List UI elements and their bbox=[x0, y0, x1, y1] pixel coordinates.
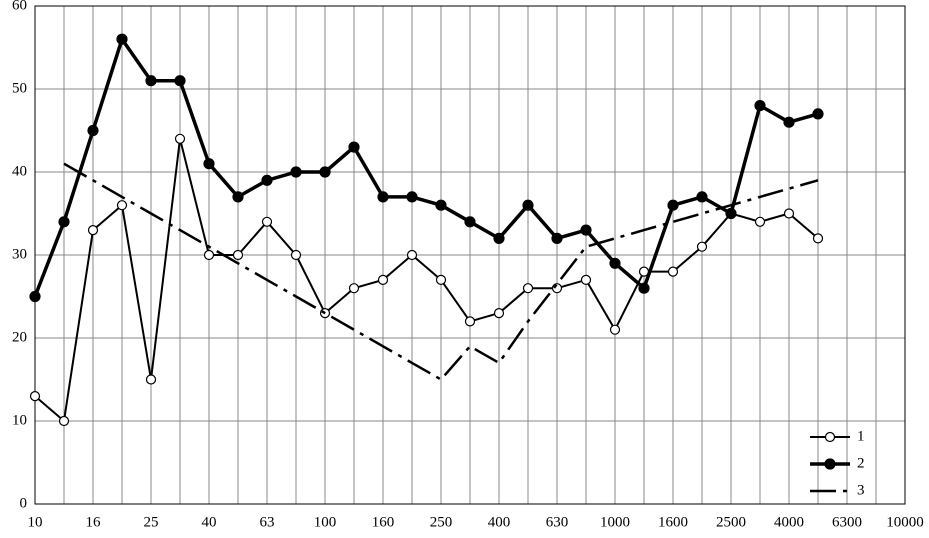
x-tick-label: 16 bbox=[86, 514, 102, 530]
marker bbox=[348, 141, 360, 153]
marker bbox=[319, 166, 331, 178]
marker bbox=[493, 308, 505, 319]
marker bbox=[232, 191, 244, 203]
x-tick-label: 63 bbox=[260, 514, 275, 530]
marker bbox=[348, 283, 360, 294]
marker bbox=[464, 316, 476, 327]
marker bbox=[464, 216, 476, 228]
x-tick-label: 10 bbox=[28, 514, 43, 530]
marker bbox=[580, 224, 592, 236]
x-tick-label: 1600 bbox=[658, 514, 688, 530]
series-line bbox=[33, 37, 819, 298]
x-tick-label: 1000 bbox=[600, 514, 630, 530]
marker bbox=[551, 283, 563, 294]
marker bbox=[116, 33, 128, 45]
marker bbox=[145, 374, 157, 385]
x-tick-label: 630 bbox=[546, 514, 569, 530]
y-tick-label: 40 bbox=[12, 163, 27, 179]
marker bbox=[522, 283, 534, 294]
y-tick-label: 10 bbox=[12, 412, 27, 428]
x-tick-label: 2500 bbox=[716, 514, 746, 530]
series-line bbox=[63, 162, 819, 381]
x-tick-label: 160 bbox=[372, 514, 395, 530]
marker bbox=[812, 233, 824, 244]
marker bbox=[377, 191, 389, 203]
y-tick-label: 60 bbox=[12, 0, 27, 13]
marker bbox=[145, 75, 157, 87]
marker bbox=[754, 216, 766, 227]
marker bbox=[87, 124, 99, 137]
legend-marker bbox=[824, 458, 836, 470]
x-tick-label: 10000 bbox=[886, 514, 924, 530]
marker bbox=[435, 274, 447, 285]
y-tick-label: 20 bbox=[12, 329, 27, 345]
legend-label: 3 bbox=[857, 482, 865, 498]
marker bbox=[406, 191, 418, 203]
marker bbox=[290, 249, 302, 261]
y-tick-label: 30 bbox=[12, 246, 27, 262]
marker bbox=[812, 108, 824, 120]
marker bbox=[116, 200, 128, 211]
marker bbox=[725, 207, 737, 220]
marker bbox=[638, 282, 650, 294]
y-tick-label: 0 bbox=[20, 495, 28, 511]
legend-label: 2 bbox=[857, 455, 865, 471]
marker bbox=[261, 216, 273, 227]
marker bbox=[377, 274, 389, 285]
marker bbox=[609, 257, 621, 269]
marker bbox=[667, 266, 679, 277]
marker bbox=[754, 99, 766, 112]
marker bbox=[696, 191, 708, 203]
x-tick-label: 250 bbox=[430, 514, 453, 530]
marker bbox=[551, 232, 563, 244]
marker bbox=[29, 290, 41, 303]
series-line bbox=[34, 137, 819, 422]
marker bbox=[406, 249, 418, 261]
marker bbox=[203, 249, 215, 261]
x-tick-label: 40 bbox=[202, 514, 217, 530]
marker bbox=[435, 199, 447, 211]
legend-marker bbox=[824, 431, 836, 443]
marker bbox=[783, 116, 795, 128]
marker bbox=[174, 75, 186, 87]
marker bbox=[174, 133, 186, 144]
marker bbox=[580, 274, 592, 285]
marker bbox=[783, 208, 795, 219]
plot-frame bbox=[34, 5, 906, 505]
marker bbox=[232, 249, 244, 261]
x-tick-label: 4000 bbox=[774, 514, 804, 530]
marker bbox=[609, 324, 621, 335]
marker bbox=[696, 241, 708, 252]
marker bbox=[290, 166, 302, 178]
x-tick-label: 6300 bbox=[832, 514, 862, 530]
marker bbox=[261, 174, 273, 186]
marker bbox=[493, 232, 505, 244]
marker bbox=[87, 225, 99, 236]
marker bbox=[29, 391, 41, 402]
marker bbox=[58, 216, 70, 228]
marker bbox=[203, 158, 215, 170]
x-tick-label: 25 bbox=[144, 514, 159, 530]
x-tick-label: 400 bbox=[488, 514, 511, 530]
y-tick-label: 50 bbox=[12, 80, 27, 96]
marker bbox=[667, 199, 679, 211]
marker bbox=[58, 415, 70, 427]
marker bbox=[522, 199, 534, 211]
legend-label: 1 bbox=[857, 428, 865, 444]
x-tick-label: 100 bbox=[314, 514, 337, 530]
